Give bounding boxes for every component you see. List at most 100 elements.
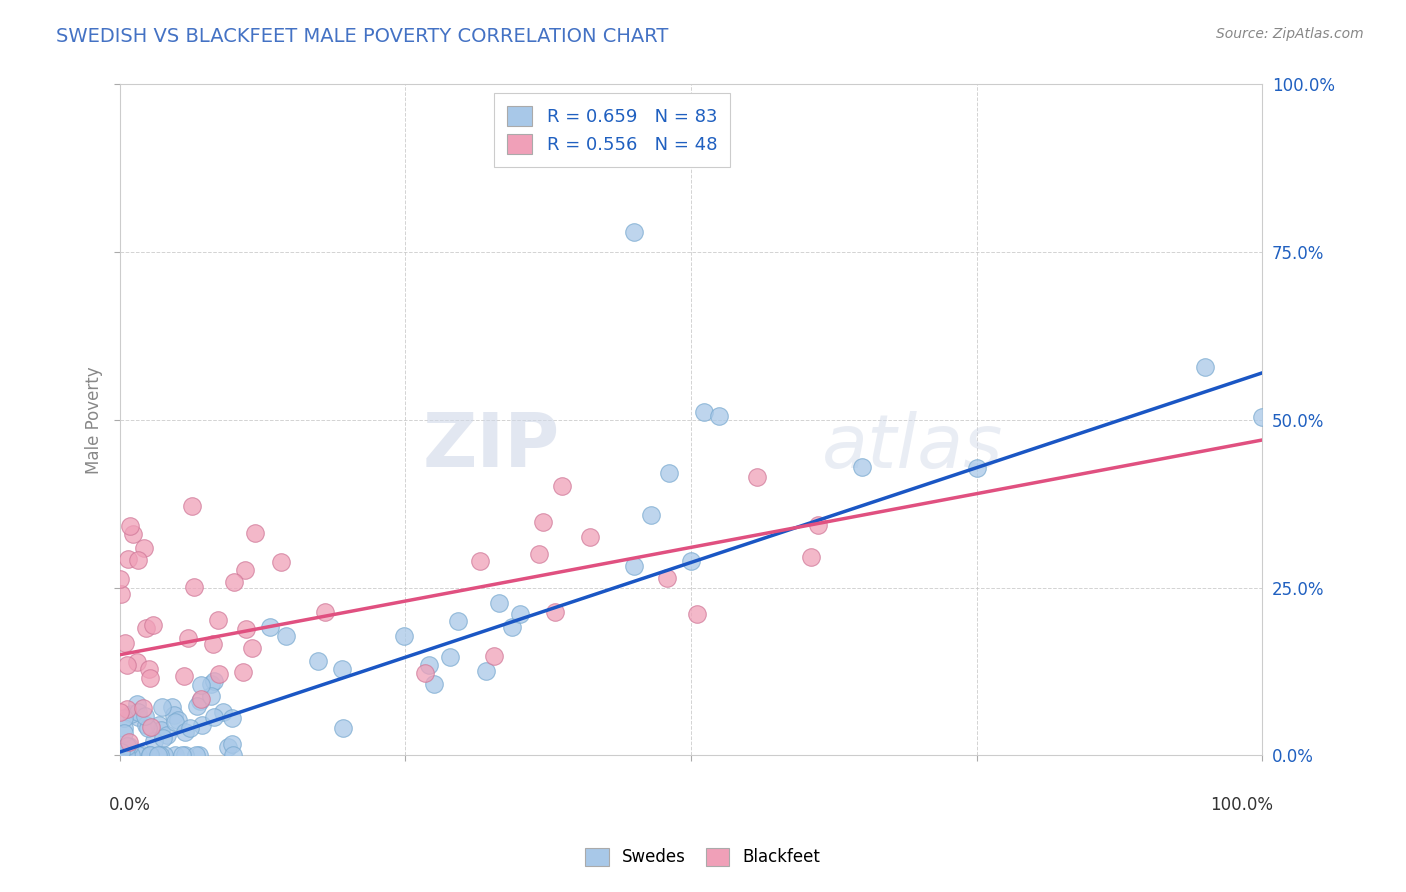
Text: Source: ZipAtlas.com: Source: ZipAtlas.com — [1216, 27, 1364, 41]
Point — [190, 677, 212, 691]
Point — [122, 526, 145, 541]
Point — [163, 747, 186, 762]
Point — [152, 731, 174, 746]
Point — [163, 707, 186, 722]
Point — [623, 225, 645, 239]
Point — [110, 587, 132, 601]
Point — [156, 728, 179, 742]
Point — [233, 563, 256, 577]
Point — [202, 673, 225, 688]
Point — [314, 605, 336, 619]
Point — [543, 605, 565, 619]
Point — [112, 726, 135, 740]
Point — [132, 701, 155, 715]
Point — [150, 700, 173, 714]
Y-axis label: Male Poverty: Male Poverty — [86, 366, 103, 474]
Point — [447, 614, 470, 628]
Point — [221, 710, 243, 724]
Point — [222, 574, 245, 589]
Point — [177, 632, 200, 646]
Point — [135, 621, 157, 635]
Point — [208, 667, 231, 681]
Point — [655, 571, 678, 585]
Point — [413, 665, 436, 680]
Point — [232, 665, 254, 679]
Point — [191, 718, 214, 732]
Point — [173, 669, 195, 683]
Point — [115, 658, 138, 673]
Point — [120, 748, 142, 763]
Point — [153, 748, 176, 763]
Point — [127, 748, 149, 763]
Point — [138, 661, 160, 675]
Point — [139, 672, 162, 686]
Point — [579, 530, 602, 544]
Point — [149, 748, 172, 763]
Point — [138, 748, 160, 763]
Point — [165, 714, 187, 729]
Point — [120, 707, 142, 722]
Point — [118, 735, 141, 749]
Point — [134, 709, 156, 723]
Point — [115, 702, 138, 716]
Point — [179, 721, 201, 735]
Point — [685, 607, 707, 621]
Point — [190, 692, 212, 706]
Point — [110, 705, 132, 719]
Point — [127, 706, 149, 720]
Point — [174, 747, 197, 762]
Point — [118, 739, 141, 754]
Point — [235, 622, 257, 636]
Point — [174, 725, 197, 739]
Point — [221, 737, 243, 751]
Point — [240, 641, 263, 656]
Point — [115, 748, 138, 763]
Point — [127, 552, 149, 566]
Point — [186, 698, 208, 713]
Point — [120, 519, 142, 533]
Point — [488, 596, 510, 610]
Point — [1194, 359, 1216, 374]
Point — [110, 745, 132, 759]
Point — [640, 508, 662, 523]
Point — [132, 748, 155, 763]
Point — [202, 710, 225, 724]
Text: 0.0%: 0.0% — [108, 796, 150, 814]
Point — [551, 479, 574, 493]
Point — [245, 525, 267, 540]
Point — [217, 740, 239, 755]
Legend: R = 0.659   N = 83, R = 0.556   N = 48: R = 0.659 N = 83, R = 0.556 N = 48 — [495, 94, 730, 167]
Point — [527, 547, 550, 561]
Text: atlas: atlas — [823, 410, 1004, 483]
Point — [693, 404, 716, 418]
Point — [709, 409, 731, 423]
Point — [127, 710, 149, 724]
Point — [200, 677, 222, 691]
Point — [139, 720, 162, 734]
Point — [394, 629, 416, 643]
Point — [139, 748, 162, 763]
Point — [160, 700, 183, 714]
Point — [418, 658, 440, 673]
Point — [807, 517, 830, 532]
Point — [531, 515, 554, 529]
Point — [112, 711, 135, 725]
Point — [423, 677, 446, 691]
Point — [170, 748, 193, 763]
Point — [146, 748, 169, 763]
Point — [142, 734, 165, 748]
Point — [136, 721, 159, 735]
Point — [276, 629, 298, 643]
Legend: Swedes, Blackfeet: Swedes, Blackfeet — [576, 839, 830, 875]
Point — [800, 550, 823, 565]
Point — [484, 649, 506, 664]
Point — [1251, 409, 1274, 424]
Point — [470, 554, 492, 568]
Point — [183, 580, 205, 594]
Point — [501, 620, 523, 634]
Point — [111, 743, 134, 757]
Point — [135, 718, 157, 732]
Point — [679, 554, 702, 568]
Point — [117, 739, 139, 754]
Point — [184, 748, 207, 763]
